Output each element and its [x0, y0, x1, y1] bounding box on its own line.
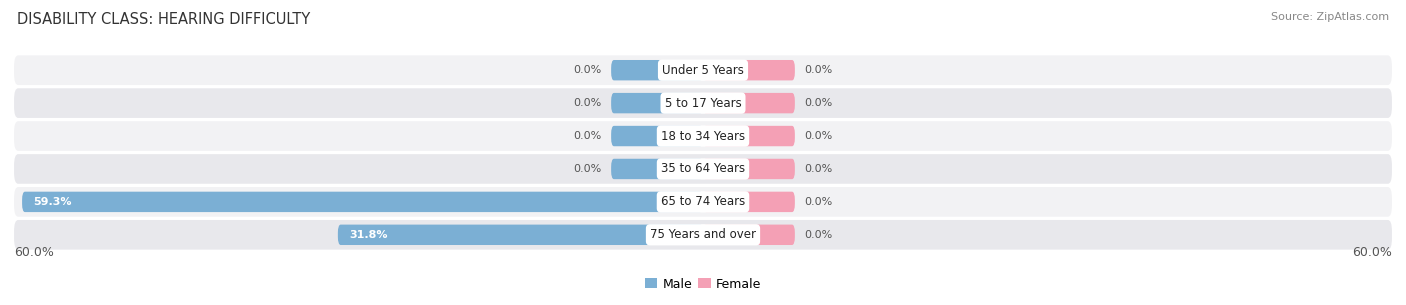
Text: 0.0%: 0.0%	[804, 197, 832, 207]
FancyBboxPatch shape	[14, 220, 1392, 249]
FancyBboxPatch shape	[612, 159, 703, 179]
Text: 0.0%: 0.0%	[804, 98, 832, 108]
Text: 0.0%: 0.0%	[804, 164, 832, 174]
FancyBboxPatch shape	[703, 159, 794, 179]
Text: 60.0%: 60.0%	[14, 246, 53, 260]
FancyBboxPatch shape	[14, 187, 1392, 217]
FancyBboxPatch shape	[612, 60, 703, 81]
FancyBboxPatch shape	[14, 56, 1392, 85]
Text: 0.0%: 0.0%	[574, 65, 602, 75]
Text: 18 to 34 Years: 18 to 34 Years	[661, 130, 745, 142]
FancyBboxPatch shape	[22, 192, 703, 212]
Text: 0.0%: 0.0%	[804, 65, 832, 75]
FancyBboxPatch shape	[703, 126, 794, 146]
Text: 0.0%: 0.0%	[804, 131, 832, 141]
Text: 0.0%: 0.0%	[574, 98, 602, 108]
FancyBboxPatch shape	[703, 93, 794, 113]
Text: 75 Years and over: 75 Years and over	[650, 228, 756, 241]
FancyBboxPatch shape	[703, 60, 794, 81]
FancyBboxPatch shape	[703, 224, 794, 245]
FancyBboxPatch shape	[14, 154, 1392, 184]
FancyBboxPatch shape	[14, 88, 1392, 118]
Text: 0.0%: 0.0%	[574, 131, 602, 141]
Legend: Male, Female: Male, Female	[640, 273, 766, 296]
FancyBboxPatch shape	[612, 126, 703, 146]
FancyBboxPatch shape	[14, 121, 1392, 151]
FancyBboxPatch shape	[612, 93, 703, 113]
Text: Source: ZipAtlas.com: Source: ZipAtlas.com	[1271, 12, 1389, 22]
Text: Under 5 Years: Under 5 Years	[662, 64, 744, 77]
Text: 65 to 74 Years: 65 to 74 Years	[661, 196, 745, 208]
FancyBboxPatch shape	[337, 224, 703, 245]
Text: 35 to 64 Years: 35 to 64 Years	[661, 163, 745, 175]
Text: DISABILITY CLASS: HEARING DIFFICULTY: DISABILITY CLASS: HEARING DIFFICULTY	[17, 12, 311, 27]
FancyBboxPatch shape	[703, 192, 794, 212]
Text: 0.0%: 0.0%	[574, 164, 602, 174]
Text: 59.3%: 59.3%	[34, 197, 72, 207]
Text: 0.0%: 0.0%	[804, 230, 832, 240]
Text: 60.0%: 60.0%	[1353, 246, 1392, 260]
Text: 5 to 17 Years: 5 to 17 Years	[665, 97, 741, 109]
Text: 31.8%: 31.8%	[349, 230, 388, 240]
